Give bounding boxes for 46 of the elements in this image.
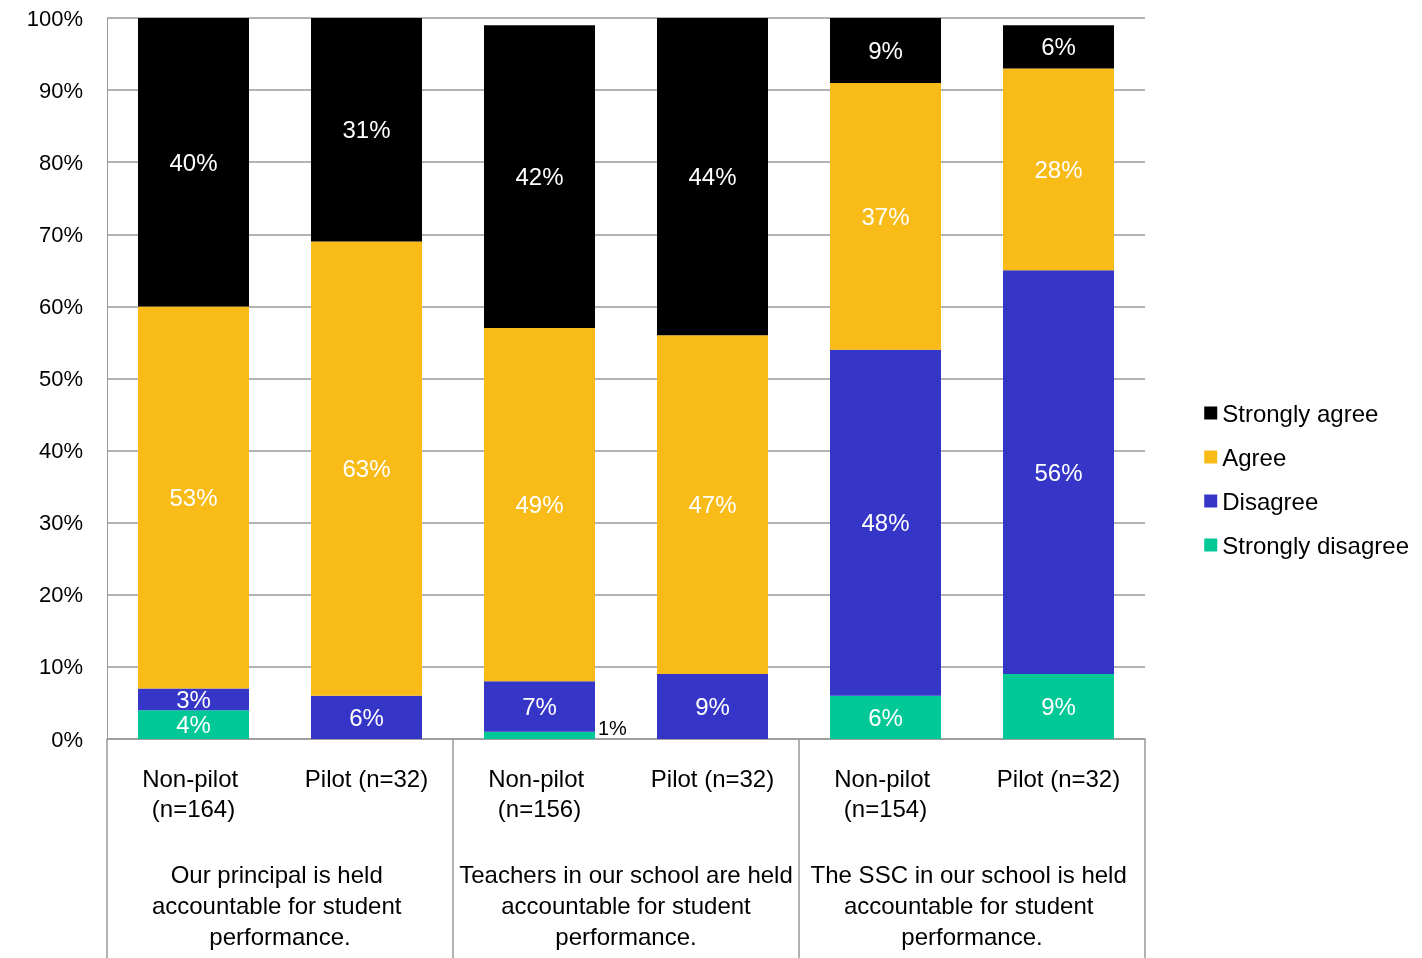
x-tick-label: Non-pilot (n=164)	[142, 764, 245, 822]
x-tick-label: Pilot (n=32)	[304, 764, 429, 792]
data-label: 40%	[169, 148, 218, 176]
x-tick-label: Non-pilot (n=154)	[834, 764, 937, 822]
y-tick-label: 50%	[38, 366, 83, 391]
data-label: 4%	[176, 711, 211, 739]
data-label: 6%	[1041, 33, 1076, 61]
y-tick-label: 80%	[38, 149, 83, 175]
x-tick-label: Non-pilot (n=156)	[488, 764, 591, 822]
data-label: 47%	[688, 491, 737, 519]
x-tick-label: Pilot (n=32)	[996, 764, 1121, 792]
data-label: 37%	[861, 202, 910, 230]
y-tick-label: 70%	[38, 221, 83, 247]
text: The SSC in our school is held accountable for student performance.	[810, 861, 1134, 950]
y-tick-label: 40%	[38, 438, 83, 464]
data-label: 6%	[868, 703, 903, 731]
legend-label: Disagree	[1222, 487, 1319, 515]
y-tick-label: 0%	[51, 726, 83, 752]
y-tick-label: 10%	[38, 654, 83, 680]
y-tick-label: 100%	[26, 5, 83, 31]
legend-label: Strongly disagree	[1222, 531, 1410, 559]
text: Our principal is held accountable for student performance.	[151, 861, 409, 950]
data-label: 31%	[342, 116, 391, 144]
data-label: 9%	[695, 693, 730, 721]
y-tick-label: 60%	[38, 293, 83, 319]
data-label: 9%	[868, 36, 903, 64]
data-label: 9%	[1041, 693, 1076, 721]
data-label: 49%	[515, 491, 564, 519]
data-label: 28%	[1034, 155, 1083, 183]
data-label: 6%	[349, 703, 384, 731]
y-tick-label: 90%	[38, 77, 83, 103]
data-label: 53%	[169, 483, 218, 511]
data-label: 3%	[176, 685, 211, 713]
y-tick-label: 30%	[38, 510, 83, 536]
data-label: 56%	[1034, 458, 1083, 486]
data-label: 1%	[598, 717, 628, 740]
data-label: 48%	[861, 509, 910, 537]
legend-label: Agree	[1222, 443, 1287, 471]
text: Teachers in our school are held accountable for student performance.	[459, 861, 793, 950]
data-label: 44%	[688, 163, 737, 191]
x-tick-label: Pilot (n=32)	[650, 764, 775, 792]
data-label: 42%	[515, 163, 564, 191]
y-tick-label: 20%	[38, 582, 83, 608]
legend-label: Strongly agree	[1222, 399, 1379, 427]
data-label: 7%	[522, 693, 557, 721]
data-label: 63%	[342, 455, 391, 483]
